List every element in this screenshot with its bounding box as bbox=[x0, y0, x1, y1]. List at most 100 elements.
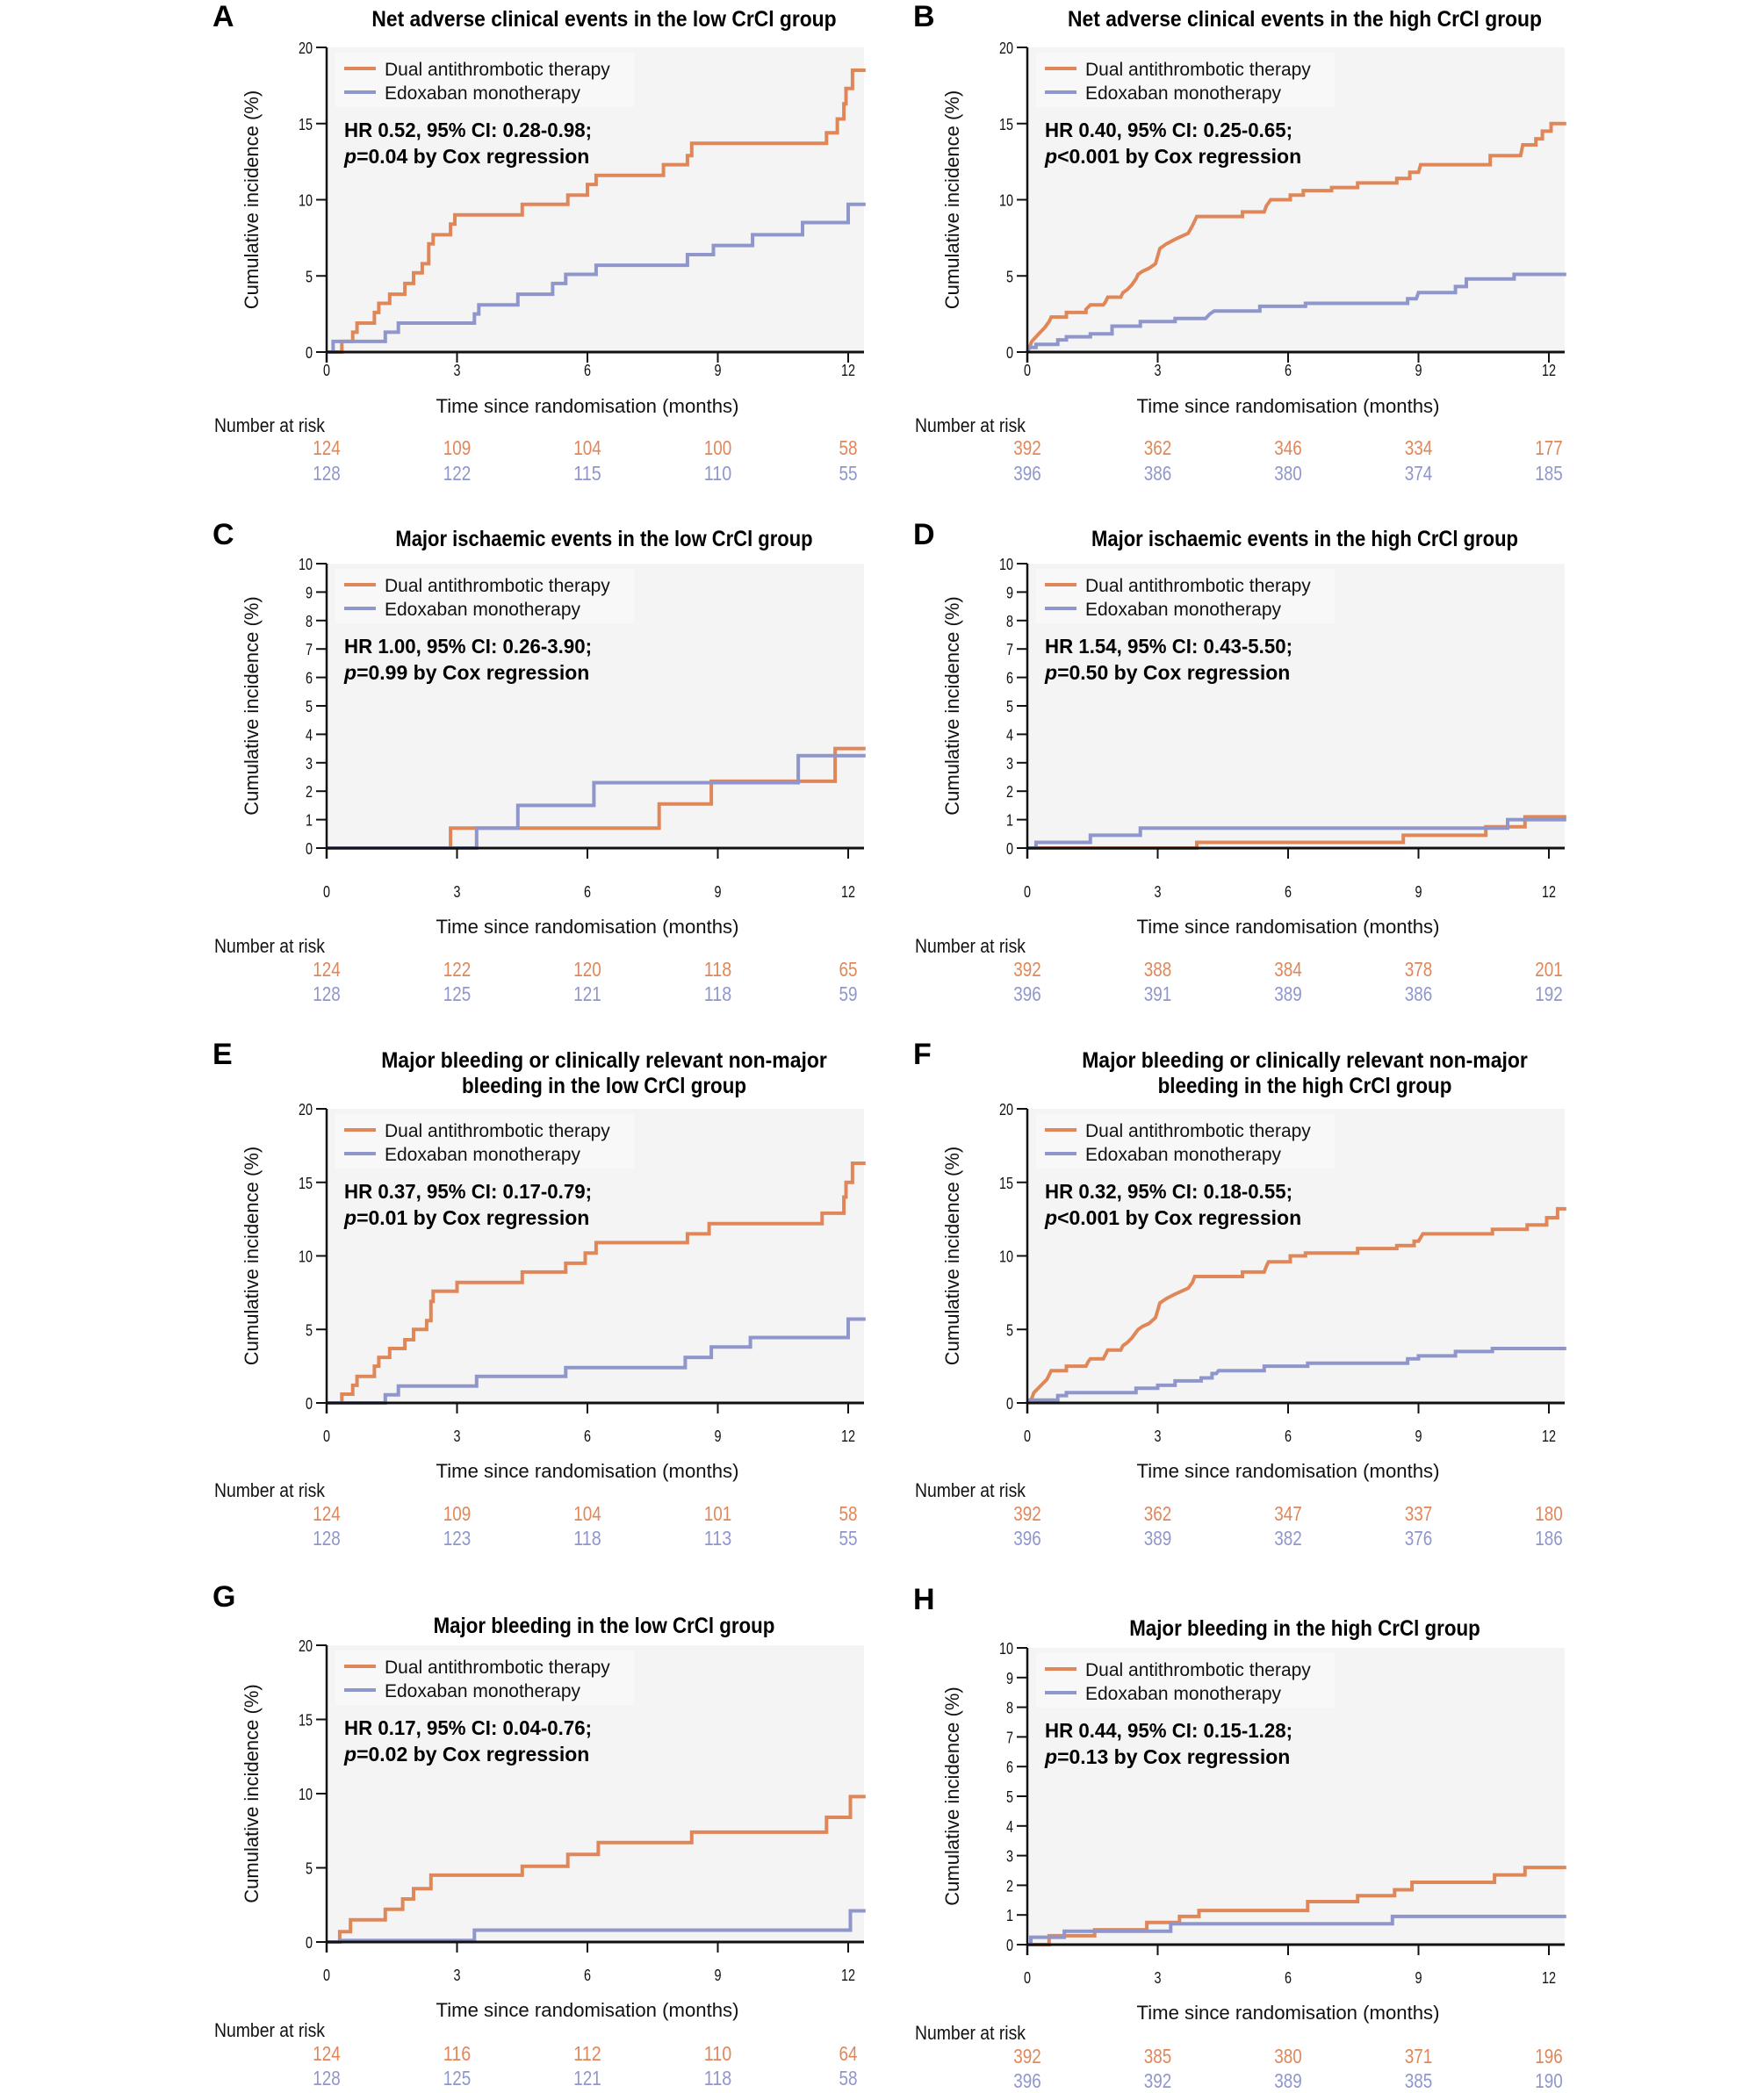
y-tick-label: 5 bbox=[1006, 268, 1013, 285]
legend-box bbox=[1036, 1114, 1335, 1169]
risk-count-dual: 334 bbox=[1405, 436, 1433, 459]
risk-count-dual: 177 bbox=[1535, 436, 1563, 459]
p-value-annotation: p=0.13 by Cox regression bbox=[1044, 1745, 1290, 1768]
x-tick-label: 12 bbox=[841, 362, 855, 379]
x-axis-label: Time since randomisation (months) bbox=[1137, 1460, 1440, 1482]
x-tick-label: 9 bbox=[715, 362, 722, 379]
risk-count-edox: 58 bbox=[839, 2067, 858, 2089]
legend-label-dual: Dual antithrombotic therapy bbox=[385, 1658, 610, 1678]
y-tick-label: 20 bbox=[299, 40, 313, 57]
chart-title: Major bleeding in the low CrCl group bbox=[434, 1614, 775, 1638]
panel-letter: E bbox=[212, 1038, 233, 1071]
y-tick-label: 5 bbox=[306, 1321, 313, 1339]
x-tick-label: 9 bbox=[715, 1428, 722, 1445]
legend-label-dual: Dual antithrombotic therapy bbox=[1085, 1660, 1311, 1680]
risk-count-edox: 118 bbox=[704, 982, 732, 1005]
risk-count-dual: 384 bbox=[1274, 958, 1302, 981]
risk-table-label: Number at risk bbox=[915, 414, 1026, 436]
legend-box bbox=[1036, 1653, 1335, 1708]
legend-label-dual: Dual antithrombotic therapy bbox=[1085, 576, 1311, 596]
x-tick-label: 9 bbox=[715, 883, 722, 901]
risk-count-dual: 104 bbox=[573, 1502, 601, 1525]
risk-table-label: Number at risk bbox=[915, 2022, 1026, 2044]
x-axis-label: Time since randomisation (months) bbox=[436, 1999, 739, 2021]
x-tick-label: 12 bbox=[1542, 1969, 1556, 1987]
risk-count-dual: 58 bbox=[839, 436, 858, 459]
y-tick-label: 7 bbox=[1006, 641, 1013, 658]
risk-count-dual: 120 bbox=[573, 958, 601, 981]
risk-count-edox: 115 bbox=[573, 462, 601, 485]
legend: Dual antithrombotic therapy Edoxaban mono… bbox=[335, 53, 634, 107]
risk-count-edox: 128 bbox=[313, 982, 341, 1005]
x-tick-label: 3 bbox=[1155, 1428, 1162, 1445]
y-tick-label: 10 bbox=[999, 192, 1013, 210]
risk-count-edox: 125 bbox=[443, 982, 472, 1005]
risk-count-edox: 121 bbox=[573, 2067, 601, 2089]
y-tick-label: 10 bbox=[299, 192, 313, 210]
x-axis-label: Time since randomisation (months) bbox=[1137, 916, 1440, 938]
p-value-annotation: p=0.01 by Cox regression bbox=[343, 1206, 589, 1229]
panel-letter: A bbox=[212, 0, 234, 33]
x-axis-label: Time since randomisation (months) bbox=[436, 395, 739, 417]
p-value-annotation: p=0.02 by Cox regression bbox=[343, 1743, 589, 1766]
risk-count-edox: 59 bbox=[839, 982, 858, 1005]
y-tick-label: 6 bbox=[306, 670, 313, 687]
x-tick-label: 9 bbox=[1415, 1969, 1422, 1987]
x-axis-label: Time since randomisation (months) bbox=[436, 1460, 739, 1482]
risk-count-edox: 185 bbox=[1535, 462, 1563, 485]
series-line-edox bbox=[1026, 272, 1566, 353]
hr-annotation: HR 0.52, 95% CI: 0.28-0.98; bbox=[344, 119, 592, 141]
x-tick-label: 12 bbox=[1542, 883, 1556, 901]
x-tick-label: 9 bbox=[1415, 1428, 1422, 1445]
hr-annotation: HR 1.54, 95% CI: 0.43-5.50; bbox=[1045, 635, 1292, 658]
risk-count-edox: 389 bbox=[1274, 982, 1302, 1005]
x-tick-label: 0 bbox=[1024, 362, 1031, 379]
hr-annotation: HR 0.32, 95% CI: 0.18-0.55; bbox=[1045, 1180, 1292, 1203]
risk-count-edox: 376 bbox=[1405, 1527, 1433, 1550]
y-tick-label: 9 bbox=[1006, 1670, 1013, 1687]
y-tick-label: 5 bbox=[1006, 1321, 1013, 1339]
y-tick-label: 8 bbox=[306, 613, 313, 630]
risk-count-edox: 389 bbox=[1144, 1527, 1172, 1550]
y-tick-label: 8 bbox=[1006, 1700, 1013, 1717]
x-tick-label: 3 bbox=[454, 362, 461, 379]
panel-f: F Major bleeding or clinically relevant n… bbox=[913, 1038, 1566, 1550]
series-line-dual bbox=[327, 1795, 866, 1944]
legend-box bbox=[1036, 569, 1335, 623]
legend-box bbox=[335, 569, 634, 623]
risk-count-dual: 362 bbox=[1144, 436, 1172, 459]
x-tick-label: 12 bbox=[1542, 1428, 1556, 1445]
risk-count-dual: 337 bbox=[1405, 1502, 1433, 1525]
legend-label-dual: Dual antithrombotic therapy bbox=[1085, 1121, 1311, 1141]
risk-count-dual: 392 bbox=[1013, 1502, 1041, 1525]
x-tick-label: 0 bbox=[323, 1428, 330, 1445]
y-axis-label: Cumulative incidence (%) bbox=[941, 1687, 963, 1905]
series-line-edox bbox=[1027, 817, 1566, 850]
y-tick-label: 6 bbox=[1006, 670, 1013, 687]
x-tick-label: 0 bbox=[323, 883, 330, 901]
series-line-dual bbox=[327, 68, 866, 354]
y-tick-label: 5 bbox=[1006, 698, 1013, 716]
x-tick-label: 6 bbox=[584, 883, 591, 901]
y-tick-label: 1 bbox=[1006, 812, 1013, 830]
risk-count-dual: 124 bbox=[313, 958, 341, 981]
y-tick-label: 1 bbox=[1006, 1907, 1013, 1924]
panel-letter: D bbox=[913, 518, 935, 551]
y-tick-label: 20 bbox=[999, 1101, 1013, 1118]
risk-count-edox: 396 bbox=[1013, 982, 1041, 1005]
y-tick-label: 15 bbox=[299, 1175, 313, 1192]
x-tick-label: 6 bbox=[584, 362, 591, 379]
series-line-edox bbox=[327, 202, 866, 354]
y-axis-label: Cumulative incidence (%) bbox=[941, 90, 963, 309]
legend-box bbox=[335, 1114, 634, 1169]
y-tick-label: 20 bbox=[299, 1637, 313, 1655]
risk-count-edox: 118 bbox=[573, 1527, 601, 1550]
panel-a: A Net adverse clinical events in the low … bbox=[212, 0, 866, 485]
legend-label-edox: Edoxaban monotherapy bbox=[1085, 1684, 1281, 1704]
risk-count-dual: 124 bbox=[313, 436, 341, 459]
risk-count-edox: 396 bbox=[1013, 462, 1041, 485]
hr-annotation: HR 0.40, 95% CI: 0.25-0.65; bbox=[1045, 119, 1292, 141]
x-tick-label: 0 bbox=[1024, 1969, 1031, 1987]
risk-count-edox: 110 bbox=[704, 462, 732, 485]
legend: Dual antithrombotic therapy Edoxaban mono… bbox=[335, 569, 634, 623]
